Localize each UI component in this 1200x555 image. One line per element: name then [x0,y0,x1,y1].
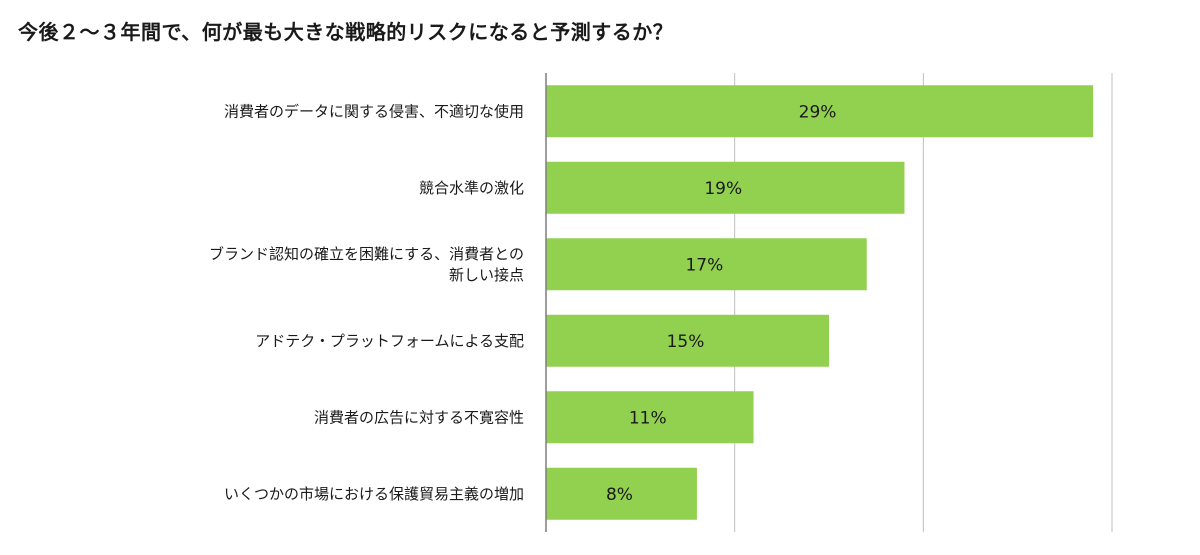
category-label: 新しい接点 [449,266,524,284]
category-label: アドテク・プラットフォームによる支配 [255,332,524,350]
data-label: 15% [667,332,705,352]
bar [546,391,754,444]
data-label: 29% [799,102,837,122]
category-label: いくつかの市場における保護貿易主義の増加 [224,485,524,503]
bar [546,85,1094,138]
bar [546,238,867,291]
bar [546,161,905,214]
category-label: 消費者のデータに関する侵害、不適切な使用 [224,102,524,120]
bar [546,467,697,520]
data-label: 8% [606,485,633,505]
category-label: ブランド認知の確立を困難にする、消費者との [209,245,524,263]
data-label: 19% [704,179,742,199]
bar [546,314,829,367]
chart-title: 今後２～３年間で、何が最も大きな戦略的リスクになると予測するか？ [18,20,674,44]
category-label: 消費者の広告に対する不寛容性 [314,408,524,426]
data-label: 11% [629,408,667,428]
category-label: 競合水準の激化 [419,179,524,197]
data-label: 17% [685,255,723,275]
